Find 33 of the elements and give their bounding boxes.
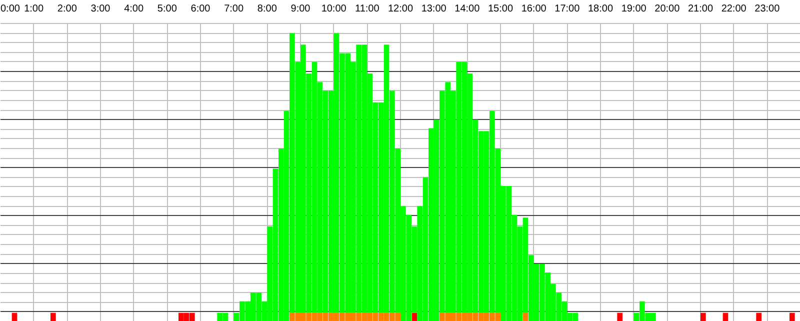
bar xyxy=(756,312,762,321)
bar xyxy=(12,312,18,321)
bar xyxy=(617,312,622,321)
x-tick-label: 21:00 xyxy=(688,4,714,14)
x-tick-label: 12:00 xyxy=(388,4,414,14)
bar xyxy=(50,312,56,321)
x-tick-label: 5:00 xyxy=(157,4,178,14)
x-tick-label: 14:00 xyxy=(454,4,480,14)
x-tick-label: 3:00 xyxy=(90,4,111,14)
x-tick-label: 18:00 xyxy=(588,4,614,14)
x-tick-label: 2:00 xyxy=(57,4,78,14)
bar xyxy=(700,312,706,321)
x-tick-label: 10:00 xyxy=(321,4,347,14)
x-tick-label: 23:00 xyxy=(754,4,780,14)
x-tick-label: 9:00 xyxy=(290,4,311,14)
x-tick-label: 15:00 xyxy=(488,4,514,14)
x-tick-label: 0:00 xyxy=(0,4,20,14)
x-tick-label: 20:00 xyxy=(654,4,680,14)
x-tick-label: 4:00 xyxy=(124,4,144,14)
x-tick-label: 17:00 xyxy=(554,4,580,14)
x-tick-label: 16:00 xyxy=(521,4,547,14)
x-tick-label: 11:00 xyxy=(355,4,380,14)
bar xyxy=(722,312,728,321)
x-tick-label: 13:00 xyxy=(421,4,447,14)
bar xyxy=(522,312,528,321)
x-tick-label: 19:00 xyxy=(621,4,647,14)
x-tick-label: 22:00 xyxy=(721,4,747,14)
x-tick-label: 1:00 xyxy=(24,4,44,14)
x-tick-label: 7:00 xyxy=(224,4,244,14)
bar xyxy=(790,312,795,321)
x-tick-label: 8:00 xyxy=(257,4,278,14)
bar xyxy=(412,312,418,321)
x-tick-label: 6:00 xyxy=(190,4,211,14)
